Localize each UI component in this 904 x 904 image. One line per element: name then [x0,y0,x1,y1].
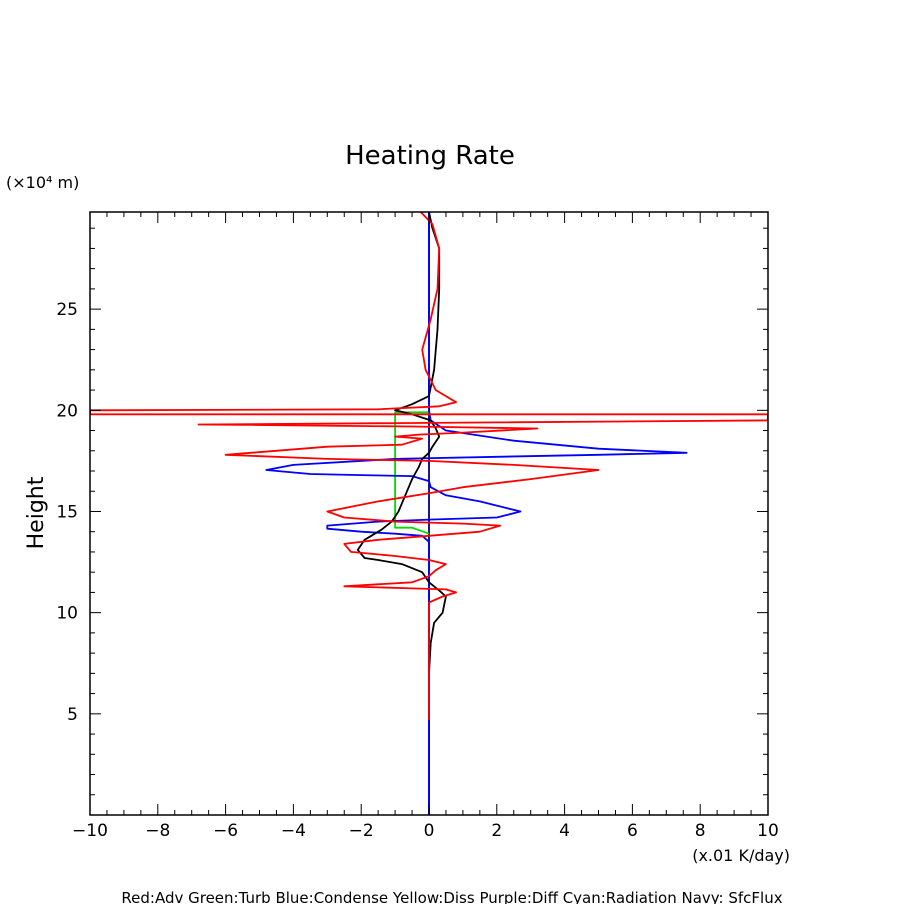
x-tick-label: −4 [281,821,306,841]
x-tick-label: 6 [627,821,638,841]
x-tick-label: −8 [145,821,170,841]
legend-text: Red:Adv Green:Turb Blue:Condense Yellow:… [121,889,782,904]
x-tick-label: 8 [695,821,706,841]
axis-layer: −10 −8 −6 −4 −2 0 2 4 6 8 10 5 10 15 20 25 [56,211,779,841]
x-tick-label: 4 [559,821,570,841]
y-tick-label: 25 [56,300,78,320]
y-tick-label: 10 [56,604,78,624]
x-tick-label: 2 [491,821,502,841]
x-tick-label: 0 [424,821,435,841]
x-tick-label: −10 [72,821,108,841]
y-axis-unit: (×10⁴ m) [6,173,79,192]
series-line-red-adv [90,212,768,720]
x-tick-label: −2 [349,821,374,841]
series-line-blue-condense [265,212,688,815]
series-line-green-turb [394,411,430,535]
x-axis-unit: (x.01 K/day) [692,846,790,865]
y-tick-label: 20 [56,401,78,421]
y-tick-label: 15 [56,502,78,522]
y-axis-label: Height [24,476,49,549]
chart-title: Heating Rate [345,141,515,171]
series-line-total [356,212,447,674]
series-layer [90,212,768,815]
y-tick-label: 5 [67,705,78,725]
x-tick-label: −6 [213,821,238,841]
x-tick-label: 10 [757,821,779,841]
